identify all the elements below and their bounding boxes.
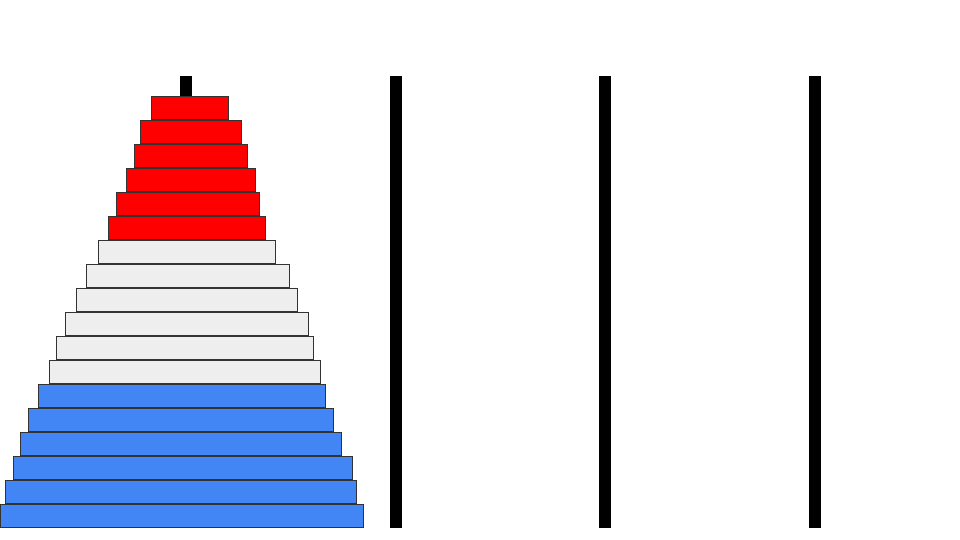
disk-12 — [49, 360, 321, 384]
disk-6 — [108, 216, 266, 240]
disk-8 — [86, 264, 290, 288]
disk-4 — [126, 168, 256, 192]
peg-2[interactable] — [390, 76, 402, 528]
peg-3[interactable] — [599, 76, 611, 528]
disk-10 — [65, 312, 309, 336]
disk-14 — [28, 408, 334, 432]
disk-16 — [13, 456, 353, 480]
disk-2 — [140, 120, 242, 144]
peg-4[interactable] — [809, 76, 821, 528]
disk-11 — [56, 336, 314, 360]
disk-3 — [134, 144, 248, 168]
disk-13 — [38, 384, 326, 408]
disk-9 — [76, 288, 298, 312]
disk-7 — [98, 240, 276, 264]
disk-18 — [0, 504, 364, 528]
disk-15 — [20, 432, 342, 456]
disk-1[interactable] — [151, 96, 229, 120]
disk-5 — [116, 192, 260, 216]
disk-17 — [5, 480, 357, 504]
